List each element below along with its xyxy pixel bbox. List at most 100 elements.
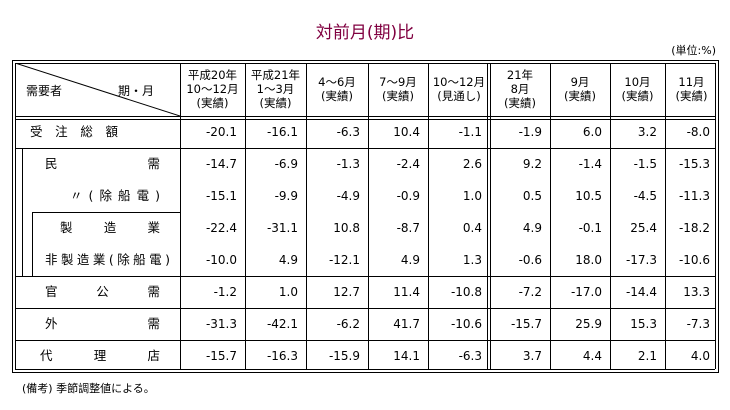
cell-value: -12.1 — [328, 253, 360, 267]
column-header: 7～9月 — [379, 75, 417, 89]
row-label: 外需 — [45, 316, 160, 331]
cell-value: -14.4 — [625, 285, 657, 299]
rule — [15, 148, 715, 149]
cell-value: 1.3 — [462, 253, 482, 267]
rule — [715, 63, 716, 369]
rule — [15, 340, 715, 341]
cell-value: 3.7 — [522, 349, 542, 363]
cell-value: 25.4 — [630, 221, 657, 235]
column-header: (見通し) — [437, 89, 481, 103]
column-header: 平成20年 — [187, 68, 238, 82]
cell-value: -0.9 — [396, 189, 420, 203]
cell-value: -20.1 — [205, 125, 237, 139]
title: 対前月(期)比 — [315, 23, 415, 43]
cell-value: 10.4 — [393, 125, 420, 139]
cell-value: 10.8 — [333, 221, 360, 235]
cell-value: -22.4 — [205, 221, 237, 235]
rule — [22, 148, 23, 276]
cell-value: 1.0 — [462, 189, 482, 203]
cell-value: -10.6 — [450, 317, 482, 331]
cell-value: -10.0 — [205, 253, 237, 267]
row-label: 受注総額 — [30, 124, 118, 139]
corner-label: 期・月 — [118, 84, 155, 98]
column-header: (実績) — [675, 89, 708, 103]
column-header: 1～3月 — [256, 82, 295, 96]
cell-value: -0.6 — [518, 253, 542, 267]
cell-value: 11.4 — [393, 285, 420, 299]
unit: (単位:%) — [671, 44, 716, 57]
cell-value: -1.9 — [518, 125, 542, 139]
rule — [15, 119, 715, 120]
rule — [15, 369, 715, 370]
cell-value: -1.5 — [633, 157, 657, 171]
cell-value: -8.0 — [686, 125, 710, 139]
cell-value: 13.3 — [683, 285, 710, 299]
rule — [718, 60, 719, 373]
column-header: 平成21年 — [250, 68, 301, 82]
rule — [180, 63, 181, 369]
cell-value: -6.2 — [336, 317, 360, 331]
rule — [665, 63, 666, 369]
cell-value: 2.6 — [462, 157, 482, 171]
cell-value: -10.8 — [450, 285, 482, 299]
rule — [245, 63, 246, 369]
rule — [368, 63, 369, 369]
row-label: 官公需 — [45, 284, 160, 299]
rule — [15, 63, 715, 64]
cell-value: -8.7 — [396, 221, 420, 235]
column-header: 10～12月 — [186, 82, 239, 96]
cell-value: 25.9 — [575, 317, 602, 331]
cell-value: -17.0 — [570, 285, 602, 299]
cell-value: 12.7 — [333, 285, 360, 299]
cell-value: 4.0 — [690, 349, 710, 363]
corner-diagonal — [15, 63, 180, 116]
column-header: (実績) — [564, 89, 596, 103]
cell-value: -31.3 — [205, 317, 237, 331]
cell-value: -11.3 — [678, 189, 710, 203]
column-header: (実績) — [321, 89, 353, 103]
row-label: 代理店 — [40, 348, 160, 363]
cell-value: -6.9 — [274, 157, 298, 171]
column-header: (実績) — [259, 96, 292, 110]
cell-value: -4.9 — [336, 189, 360, 203]
column-header: 21年 — [506, 68, 534, 82]
rule — [15, 276, 715, 277]
row-label: 製造業 — [60, 220, 160, 235]
rule — [15, 63, 16, 369]
corner-label: 需要者 — [26, 84, 63, 98]
cell-value: -6.3 — [458, 349, 482, 363]
rule — [428, 63, 429, 369]
cell-value: -15.1 — [205, 189, 237, 203]
column-header: (実績) — [621, 89, 654, 103]
cell-value: -1.2 — [213, 285, 237, 299]
cell-value: -16.1 — [266, 125, 298, 139]
row-label: 非製造業(除船電) — [45, 252, 170, 267]
cell-value: 18.0 — [575, 253, 602, 267]
cell-value: -9.9 — [274, 189, 298, 203]
cell-value: 2.1 — [637, 349, 657, 363]
cell-value: -17.3 — [625, 253, 657, 267]
cell-value: 3.2 — [637, 125, 657, 139]
cell-value: 15.3 — [630, 317, 657, 331]
rule — [550, 63, 551, 369]
cell-value: 0.4 — [462, 221, 482, 235]
rule — [15, 116, 715, 117]
cell-value: 1.0 — [278, 285, 298, 299]
cell-value: 4.9 — [400, 253, 420, 267]
rule — [12, 60, 718, 61]
rule — [32, 212, 33, 276]
cell-value: 6.0 — [582, 125, 602, 139]
column-header: 10～12月 — [432, 75, 486, 89]
column-header: 10月 — [624, 75, 651, 89]
rule — [12, 372, 718, 373]
cell-value: -18.2 — [678, 221, 710, 235]
cell-value: -15.9 — [328, 349, 360, 363]
cell-value: 41.7 — [393, 317, 420, 331]
cell-value: -42.1 — [266, 317, 298, 331]
column-header: (実績) — [382, 89, 414, 103]
column-header: (実績) — [504, 96, 536, 110]
row-label: 〃(除船電) — [70, 188, 160, 203]
column-header: 4～6月 — [318, 75, 356, 89]
cell-value: 0.5 — [522, 189, 542, 203]
